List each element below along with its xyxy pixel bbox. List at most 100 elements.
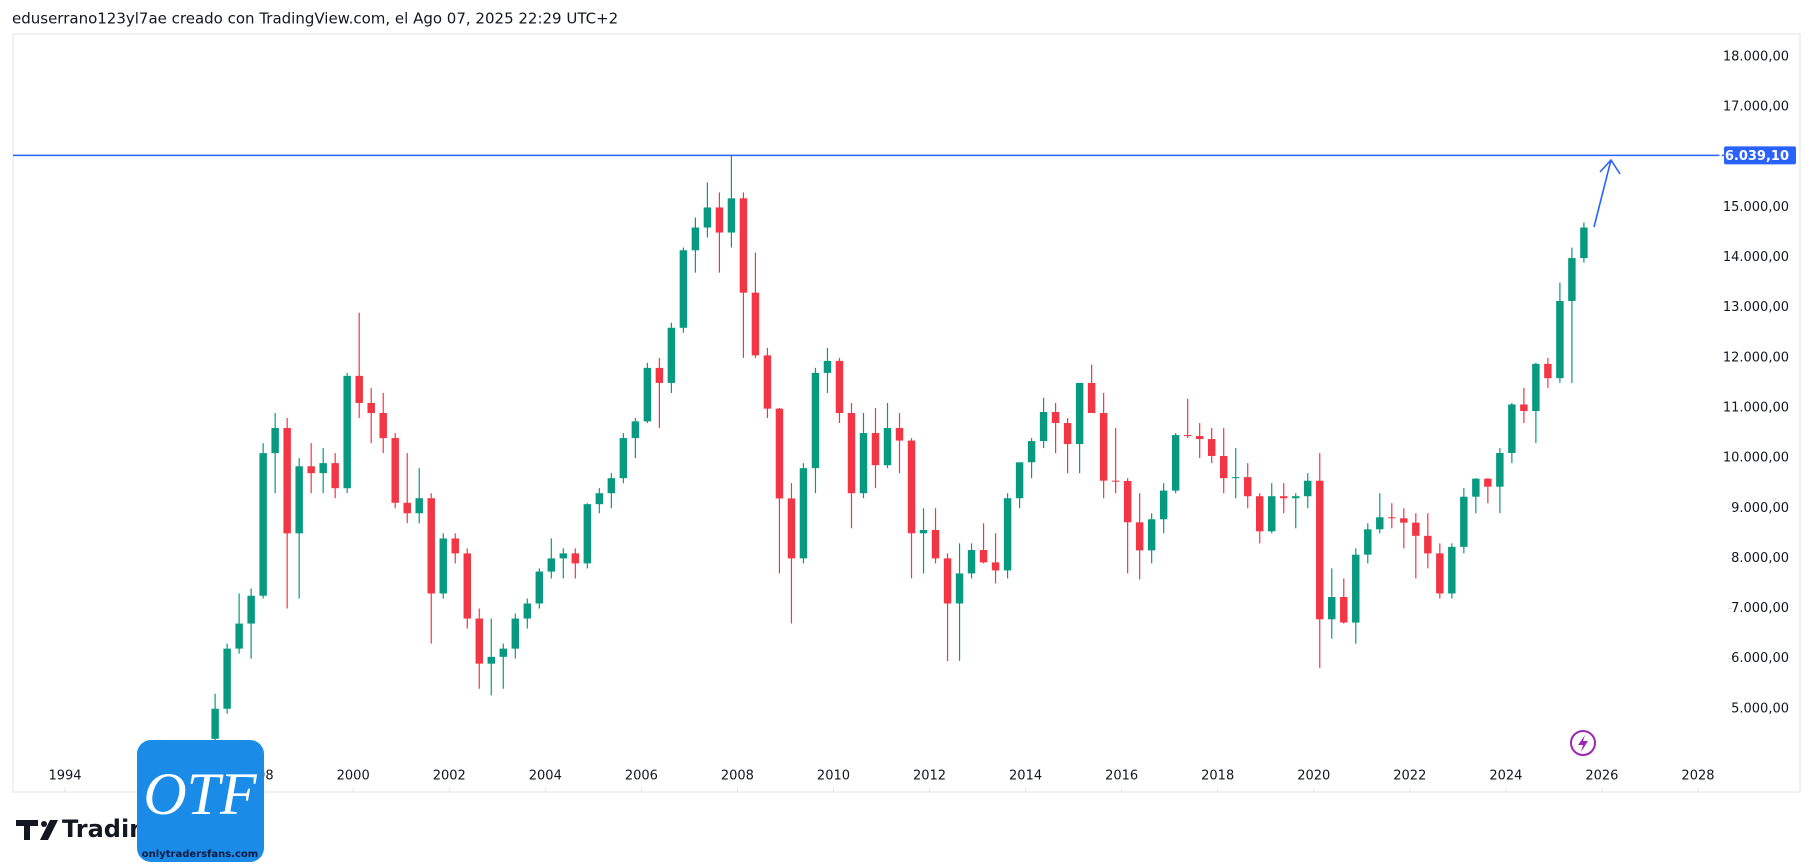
x-tick-label: 2014: [1009, 769, 1042, 784]
candle-body: [1496, 453, 1504, 487]
candle-body: [1207, 439, 1216, 456]
candle-body: [691, 227, 700, 251]
candle-body: [907, 440, 916, 534]
candle-body: [1195, 436, 1204, 440]
candle-body: [595, 493, 604, 505]
candle-body: [1340, 596, 1348, 623]
y-tick-label: 13.000,00: [1723, 300, 1789, 315]
arrow-head: [1599, 158, 1621, 175]
candle-body: [1231, 477, 1240, 479]
candle-body: [535, 571, 544, 604]
candle-body: [1219, 455, 1228, 479]
candle-body: [511, 618, 520, 649]
y-tick-label: 5.000,00: [1731, 701, 1789, 716]
candle-body: [439, 538, 447, 594]
candle-body: [1364, 529, 1372, 555]
x-tick-label: 2020: [1297, 769, 1330, 784]
candle-body: [1183, 435, 1192, 437]
candle-body: [823, 360, 832, 373]
candle-body: [1003, 498, 1012, 571]
candle-body: [859, 433, 868, 494]
candle-body: [283, 428, 291, 534]
candle-body: [1520, 404, 1528, 411]
candle-body: [1472, 478, 1480, 497]
candle-body: [1255, 496, 1264, 532]
x-tick-label: 2016: [1105, 769, 1138, 784]
candle-body: [1027, 441, 1036, 463]
price-label: 16.039,10: [1716, 149, 1789, 164]
candle-body: [751, 292, 760, 356]
candle-body: [1111, 480, 1120, 482]
candle-body: [895, 428, 904, 441]
candle-body: [271, 428, 279, 454]
otf-site: onlytradersfans.com: [142, 849, 258, 860]
arrow: [1593, 158, 1621, 228]
candle-body: [739, 198, 748, 293]
x-tick-label: 2028: [1681, 769, 1714, 784]
candle-body: [463, 553, 471, 619]
candle-body: [1460, 496, 1468, 547]
candle-body: [475, 618, 483, 664]
candle-body: [1147, 519, 1156, 551]
candle-body: [1171, 435, 1180, 491]
candle-body: [835, 360, 844, 413]
candle-body: [235, 623, 243, 649]
otf-box: [137, 740, 264, 862]
tv-logo: [16, 820, 58, 840]
candle-body: [451, 538, 459, 554]
candle-body: [1484, 478, 1492, 487]
candle-body: [943, 558, 952, 604]
candle-body: [1544, 363, 1552, 379]
candle-body: [319, 463, 327, 474]
candle-body: [1304, 480, 1312, 497]
x-tick-label: 2026: [1585, 769, 1618, 784]
candle-body: [1424, 535, 1432, 554]
y-tick-label: 7.000,00: [1731, 601, 1789, 616]
x-tick-label: 2010: [817, 769, 850, 784]
candle-body: [391, 438, 399, 503]
y-tick-label: 15.000,00: [1723, 200, 1789, 215]
icon-bolt: [1578, 735, 1588, 752]
candle-body: [1568, 258, 1576, 301]
candle-body: [1087, 382, 1096, 413]
candle-body: [547, 558, 556, 572]
candle-body: [571, 553, 580, 564]
candle-body: [1400, 518, 1408, 523]
plot: 5.000,00 6.000,00 7.000,00 8.000,00 9.000,00…: [13, 50, 1796, 792]
otf-text: OTF: [143, 761, 258, 827]
candle-body: [631, 421, 640, 439]
candle-body: [655, 367, 664, 383]
candle-body: [343, 375, 351, 489]
candle-body: [1075, 382, 1084, 445]
candle-body: [1352, 554, 1360, 623]
candle-body: [715, 207, 724, 233]
candle-body: [403, 502, 411, 514]
candle-body: [775, 408, 784, 499]
candle-body: [1015, 462, 1024, 499]
candle-body: [1280, 496, 1288, 499]
candle-body: [367, 402, 375, 413]
y-tick-label: 18.000,00: [1723, 50, 1789, 65]
x-tick-label: 2022: [1393, 769, 1426, 784]
y-tick-label: 10.000,00: [1723, 451, 1789, 466]
candle-body: [1388, 517, 1396, 519]
candle-body: [247, 595, 255, 624]
candle-body: [1135, 522, 1144, 551]
candle-body: [991, 562, 1000, 571]
candle-body: [871, 433, 880, 466]
candle-body: [619, 438, 628, 479]
x-tick-label: 2008: [721, 769, 754, 784]
candle-body: [331, 463, 339, 489]
y-tick-label: 6.000,00: [1731, 651, 1789, 666]
candle-body: [679, 250, 688, 328]
candle-body: [1039, 411, 1048, 442]
candle-body: [559, 553, 568, 559]
candle-body: [355, 375, 363, 403]
candle-body: [427, 498, 435, 594]
icon-circle: [1570, 730, 1596, 756]
candle-body: [379, 413, 387, 439]
candle-body: [487, 656, 495, 664]
tv-logo-dot: [41, 821, 47, 827]
candle-body: [799, 468, 808, 559]
